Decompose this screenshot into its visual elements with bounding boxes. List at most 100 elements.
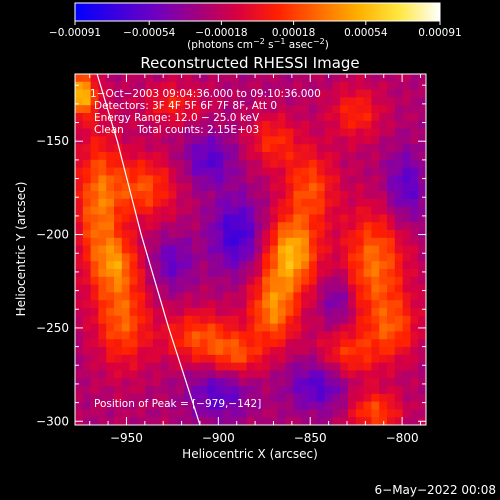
heatmap-cell: [379, 222, 388, 231]
heatmap-cell: [223, 74, 232, 83]
heatmap-cell: [223, 113, 232, 122]
heatmap-cell: [394, 370, 404, 379]
heatmap-cell: [371, 269, 380, 278]
heatmap-cell: [355, 128, 365, 137]
heatmap-cell: [231, 113, 240, 122]
heatmap-cell: [309, 152, 318, 161]
heatmap-cell: [238, 198, 248, 208]
heatmap-cell: [231, 230, 240, 239]
heatmap-cell: [363, 237, 372, 247]
heatmap-cell: [121, 222, 131, 231]
heatmap-cell: [285, 206, 294, 215]
heatmap-cell: [98, 401, 107, 410]
heatmap-cell: [332, 276, 341, 286]
heatmap-cell: [270, 214, 279, 223]
heatmap-cell: [324, 331, 333, 340]
heatmap-cell: [160, 191, 170, 200]
heatmap-cell: [348, 261, 357, 270]
heatmap-cell: [332, 206, 341, 215]
heatmap-cell: [82, 144, 92, 153]
heatmap-cell: [254, 362, 263, 371]
heatmap-cell: [379, 276, 388, 286]
heatmap-cell: [137, 362, 146, 371]
heatmap-cell: [129, 105, 138, 114]
heatmap-cell: [293, 230, 302, 239]
heatmap-cell: [379, 128, 388, 137]
heatmap-cell: [371, 191, 380, 200]
heatmap-cell: [176, 292, 185, 301]
heatmap-cell: [394, 300, 404, 309]
heatmap-cell: [262, 237, 271, 247]
heatmap-cell: [168, 89, 177, 98]
heatmap-cell: [285, 222, 294, 231]
heatmap-cell: [129, 74, 138, 83]
heatmap-cell: [137, 354, 146, 364]
heatmap-cell: [285, 409, 294, 418]
heatmap-cell: [98, 393, 107, 403]
heatmap-cell: [114, 253, 123, 262]
heatmap-cell: [394, 206, 404, 215]
heatmap-cell: [145, 339, 154, 348]
heatmap-cell: [410, 362, 419, 371]
heatmap-cell: [301, 253, 310, 262]
heatmap-cell: [192, 222, 201, 231]
heatmap-cell: [270, 152, 279, 161]
heatmap-cell: [270, 113, 279, 122]
heatmap-cell: [207, 308, 216, 317]
heatmap-cell: [215, 175, 224, 184]
heatmap-cell: [231, 74, 240, 83]
heatmap-cell: [114, 331, 123, 340]
heatmap-cell: [121, 354, 131, 364]
heatmap-cell: [332, 378, 341, 387]
heatmap-cell: [394, 81, 404, 91]
heatmap-cell: [207, 89, 216, 98]
heatmap-cell: [379, 339, 388, 348]
heatmap-cell: [316, 183, 326, 192]
heatmap-cell: [332, 89, 341, 98]
heatmap-cell: [402, 315, 411, 325]
heatmap-cell: [207, 393, 216, 403]
heatmap-cell: [355, 276, 365, 286]
heatmap-cell: [348, 198, 357, 208]
heatmap-cell: [121, 237, 131, 247]
heatmap-cell: [293, 393, 302, 403]
heatmap-cell: [371, 222, 380, 231]
heatmap-cell: [394, 159, 404, 169]
heatmap-cell: [98, 323, 107, 332]
heatmap-cell: [145, 315, 154, 325]
heatmap-cell: [114, 276, 123, 286]
heatmap-cell: [379, 74, 388, 83]
heatmap-cell: [160, 175, 170, 184]
heatmap-cell: [238, 354, 248, 364]
heatmap-cell: [246, 222, 255, 231]
heatmap-cell: [184, 339, 193, 348]
heatmap-cell: [98, 354, 107, 364]
heatmap-cell: [316, 105, 326, 114]
heatmap-cell: [160, 253, 170, 262]
heatmap-cell: [168, 393, 177, 403]
heatmap-cell: [223, 292, 232, 301]
heatmap-cell: [82, 300, 92, 309]
heatmap-cell: [418, 198, 426, 208]
heatmap-cell: [207, 230, 216, 239]
heatmap-cell: [184, 152, 193, 161]
heatmap-cell: [137, 308, 146, 317]
heatmap-cell: [293, 253, 302, 262]
heatmap-cell: [168, 105, 177, 114]
heatmap-cell: [387, 113, 396, 122]
heatmap-cell: [75, 198, 84, 208]
heatmap-cell: [176, 167, 185, 176]
heatmap-cell: [137, 284, 146, 293]
heatmap-cell: [262, 417, 271, 425]
heatmap-cell: [90, 409, 99, 418]
heatmap-cell: [176, 315, 185, 325]
heatmap-cell: [379, 354, 388, 364]
heatmap-cell: [114, 347, 123, 356]
heatmap-cell: [262, 308, 271, 317]
heatmap-cell: [309, 354, 318, 364]
heatmap-cell: [223, 105, 232, 114]
heatmap-cell: [379, 245, 388, 254]
heatmap-cell: [192, 167, 201, 176]
heatmap-cell: [285, 308, 294, 317]
heatmap-cell: [332, 409, 341, 418]
